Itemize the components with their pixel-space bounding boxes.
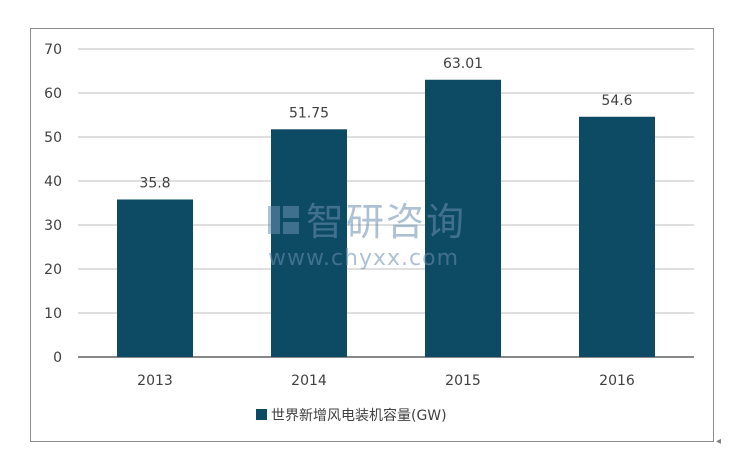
legend: 世界新增风电装机容量(GW) <box>256 407 447 424</box>
bar-2015 <box>425 79 501 358</box>
bar-2013 <box>117 199 193 357</box>
watermark-brand: 智研咨询 <box>306 200 466 244</box>
y-tick-label: 70 <box>44 42 62 58</box>
data-label-2016: 54.6 <box>601 93 632 109</box>
legend-swatch <box>256 409 267 420</box>
watermark-url: www.chyxx.com <box>268 246 459 271</box>
bar-2014 <box>271 129 347 357</box>
bar-2016 <box>579 116 655 357</box>
data-label-2014: 51.75 <box>289 105 329 121</box>
x-tick-label: 2014 <box>291 373 327 389</box>
watermark-logo <box>268 206 299 234</box>
y-tick-label: 40 <box>44 174 62 190</box>
x-tick-label: 2013 <box>137 373 173 389</box>
corner-marker: ◂ <box>716 436 721 447</box>
y-tick-label: 60 <box>44 86 62 102</box>
y-tick-label: 30 <box>44 218 62 234</box>
data-labels: 35.8 51.75 63.01 54.6 <box>139 56 632 192</box>
x-tick-label: 2016 <box>599 373 635 389</box>
data-label-2013: 35.8 <box>139 175 170 191</box>
x-tick-label: 2015 <box>445 373 481 389</box>
watermark: 智研咨询 www.chyxx.com <box>268 200 466 271</box>
y-tick-label: 50 <box>44 130 62 146</box>
legend-label: 世界新增风电装机容量(GW) <box>271 407 447 424</box>
bars <box>117 79 655 358</box>
data-label-2015: 63.01 <box>443 56 483 72</box>
y-tick-label: 20 <box>44 262 62 278</box>
y-tick-label: 10 <box>44 306 62 322</box>
axis-ticks: 0 10 20 30 40 50 60 70 2013 2014 2015 2016 <box>44 42 635 389</box>
y-tick-label: 0 <box>53 350 62 366</box>
